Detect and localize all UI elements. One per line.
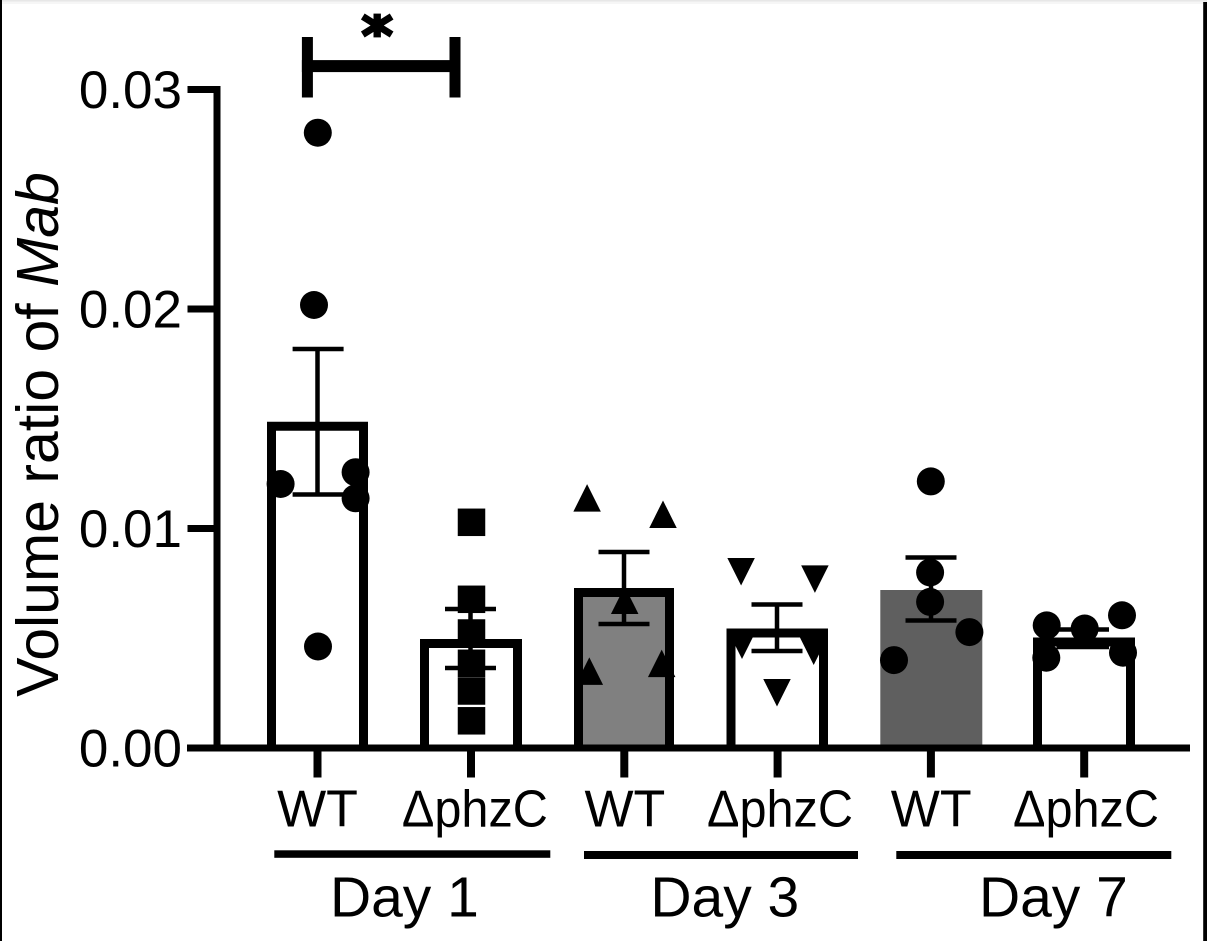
svg-text:0.03: 0.03 xyxy=(79,61,182,120)
svg-text:Volume ratio of Mab: Volume ratio of Mab xyxy=(5,172,71,697)
svg-text:ΔphzC: ΔphzC xyxy=(1013,781,1159,839)
svg-text:0.00: 0.00 xyxy=(79,720,182,779)
svg-text:ΔphzC: ΔphzC xyxy=(707,781,853,839)
svg-text:ΔphzC: ΔphzC xyxy=(402,781,548,839)
svg-text:0.02: 0.02 xyxy=(79,281,182,340)
svg-text:WT: WT xyxy=(584,781,665,839)
svg-text:Day 3: Day 3 xyxy=(650,866,799,930)
svg-text:Day 7: Day 7 xyxy=(979,866,1128,930)
svg-text:WT: WT xyxy=(891,781,972,839)
svg-text:0.01: 0.01 xyxy=(79,500,182,559)
svg-text:WT: WT xyxy=(277,781,358,839)
svg-text:Day 1: Day 1 xyxy=(330,866,479,930)
